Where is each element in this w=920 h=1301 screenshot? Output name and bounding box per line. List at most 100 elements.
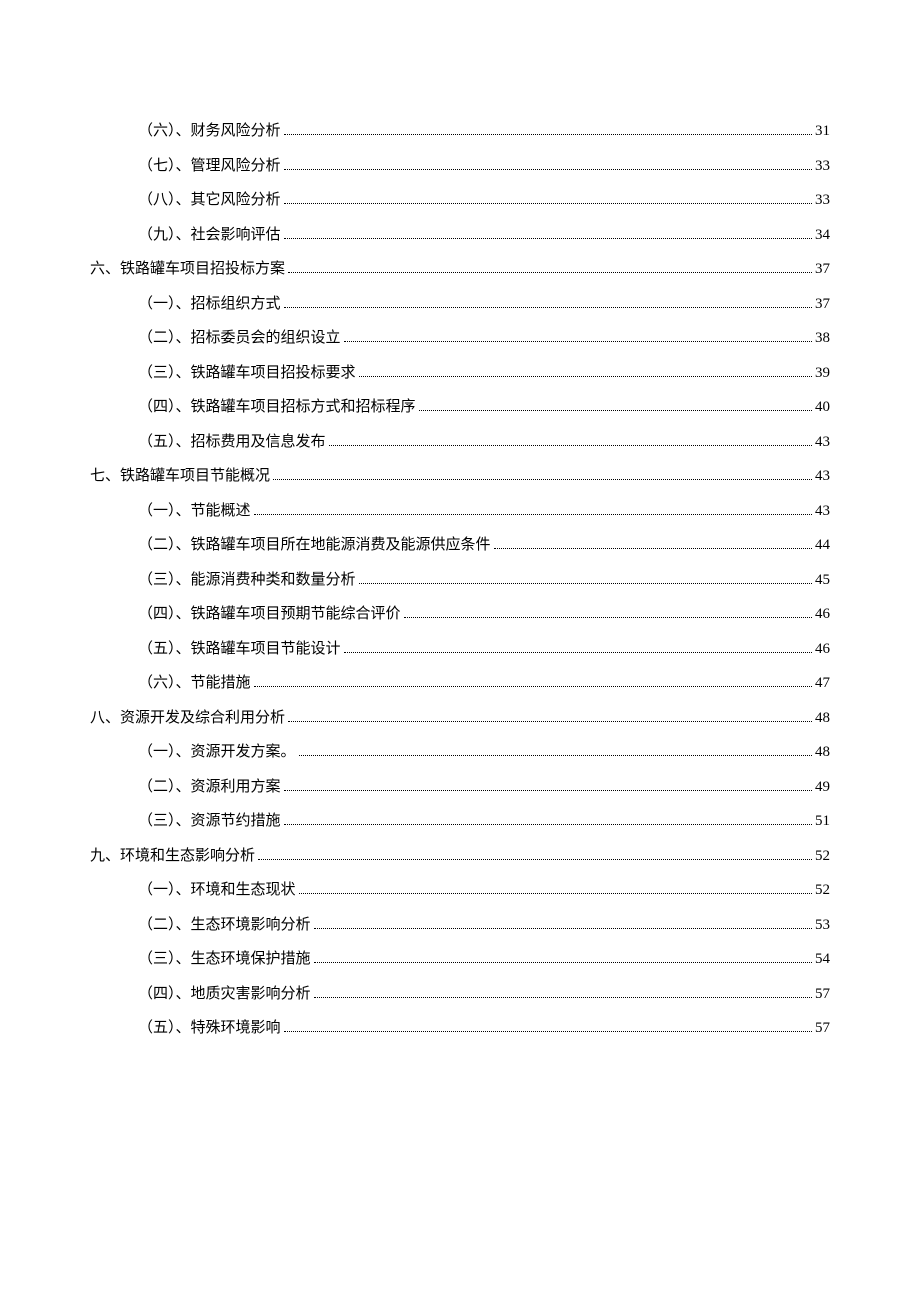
toc-entry-page: 46 [815,603,830,626]
toc-leader-dots [284,238,812,239]
toc-entry-page: 33 [815,189,830,212]
toc-entry: （七）、管理风险分析33 [138,155,830,178]
toc-leader-dots [344,652,812,653]
toc-leader-dots [288,721,812,722]
toc-entry-label: （五）、招标费用及信息发布 [138,431,326,454]
toc-entry: （四）、地质灾害影响分析 57 [138,983,830,1006]
toc-entry-label: （五）、特殊环境影响 [138,1017,281,1040]
toc-entry-page: 39 [815,362,830,385]
toc-entry: （六）、财务风险分析 31 [138,120,830,143]
toc-entry-page: 52 [815,845,830,868]
toc-entry-label: （八）、其它风险分析 [138,189,281,212]
toc-leader-dots [314,962,812,963]
toc-entry: （一）、环境和生态现状 52 [138,879,830,902]
toc-entry: （一）、节能概述 43 [138,500,830,523]
toc-entry: （一）、资源开发方案。 48 [138,741,830,764]
toc-entry: 九、环境和生态影响分析 52 [90,845,830,868]
toc-entry: （二）、生态环境影响分析 53 [138,914,830,937]
toc-leader-dots [299,893,812,894]
toc-entry: （八）、其它风险分析 33 [138,189,830,212]
toc-entry-page: 46 [815,638,830,661]
toc-leader-dots [314,997,812,998]
toc-leader-dots [404,617,812,618]
toc-entry-label: （九）、社会影响评估 [138,224,281,247]
toc-entry: （三）、资源节约措施51 [138,810,830,833]
toc-entry: （三）、能源消费种类和数量分析 45 [138,569,830,592]
toc-leader-dots [284,134,812,135]
toc-entry: （五）、特殊环境影响 57 [138,1017,830,1040]
toc-entry-page: 38 [815,327,830,350]
toc-entry-page: 37 [815,293,830,316]
toc-entry: （二）、铁路罐车项目所在地能源消费及能源供应条件 44 [138,534,830,557]
toc-entry: 八、资源开发及综合利用分析 48 [90,707,830,730]
toc-entry-label: （二）、招标委员会的组织设立 [138,327,341,350]
toc-entry-label: （四）、地质灾害影响分析 [138,983,311,1006]
toc-entry: （三）、生态环境保护措施 54 [138,948,830,971]
toc-leader-dots [284,790,812,791]
toc-entry: （一）、招标组织方式 37 [138,293,830,316]
toc-entry-label: （五）、铁路罐车项目节能设计 [138,638,341,661]
toc-entry-label: （四）、铁路罐车项目招标方式和招标程序 [138,396,416,419]
toc-entry-label: （三）、铁路罐车项目招投标要求 [138,362,356,385]
toc-entry-label: （一）、节能概述 [138,500,251,523]
toc-entry-page: 48 [815,707,830,730]
toc-entry-label: （四）、铁路罐车项目预期节能综合评价 [138,603,401,626]
toc-entry-page: 53 [815,914,830,937]
toc-entry-label: （三）、能源消费种类和数量分析 [138,569,356,592]
toc-entry: （五）、招标费用及信息发布 43 [138,431,830,454]
toc-entry: 七、铁路罐车项目节能概况43 [90,465,830,488]
toc-leader-dots [314,928,812,929]
toc-entry-page: 57 [815,983,830,1006]
toc-leader-dots [273,479,812,480]
toc-entry-page: 43 [815,431,830,454]
toc-entry: 六、铁路罐车项目招投标方案 37 [90,258,830,281]
toc-entry-label: （三）、生态环境保护措施 [138,948,311,971]
toc-leader-dots [288,272,812,273]
toc-leader-dots [329,445,812,446]
toc-leader-dots [284,169,812,170]
toc-entry-page: 57 [815,1017,830,1040]
toc-entry-label: 九、环境和生态影响分析 [90,845,255,868]
toc-entry-page: 33 [815,155,830,178]
toc-leader-dots [359,376,812,377]
toc-leader-dots [254,514,812,515]
toc-entry: （四）、铁路罐车项目预期节能综合评价 46 [138,603,830,626]
toc-entry: （四）、铁路罐车项目招标方式和招标程序 40 [138,396,830,419]
toc-entry: （二）、招标委员会的组织设立 38 [138,327,830,350]
toc-leader-dots [254,686,812,687]
toc-leader-dots [258,859,812,860]
toc-entry-page: 48 [815,741,830,764]
toc-entry-label: 八、资源开发及综合利用分析 [90,707,285,730]
toc-leader-dots [299,755,812,756]
toc-entry-page: 34 [815,224,830,247]
toc-entry-page: 31 [815,120,830,143]
toc-leader-dots [284,203,812,204]
toc-entry-label: （六）、财务风险分析 [138,120,281,143]
toc-entry-page: 54 [815,948,830,971]
toc-entry-page: 37 [815,258,830,281]
toc-leader-dots [494,548,812,549]
toc-entry-label: （二）、生态环境影响分析 [138,914,311,937]
toc-leader-dots [284,307,812,308]
table-of-contents: （六）、财务风险分析 31 （七）、管理风险分析33 （八）、其它风险分析 33 （九）、… [90,120,830,1040]
toc-entry-label: （一）、招标组织方式 [138,293,281,316]
toc-leader-dots [344,341,812,342]
toc-entry-label: （一）、环境和生态现状 [138,879,296,902]
toc-entry-label: （二）、铁路罐车项目所在地能源消费及能源供应条件 [138,534,491,557]
toc-entry-page: 47 [815,672,830,695]
toc-entry-label: （一）、资源开发方案。 [138,741,296,764]
toc-entry-page: 45 [815,569,830,592]
toc-entry: （九）、社会影响评估 34 [138,224,830,247]
toc-entry-label: （二）、资源利用方案 [138,776,281,799]
toc-entry: （六）、节能措施 47 [138,672,830,695]
toc-entry: （五）、铁路罐车项目节能设计 46 [138,638,830,661]
toc-entry-label: 六、铁路罐车项目招投标方案 [90,258,285,281]
toc-leader-dots [284,1031,812,1032]
toc-entry-page: 40 [815,396,830,419]
toc-entry-page: 43 [815,500,830,523]
toc-entry-page: 52 [815,879,830,902]
toc-leader-dots [419,410,812,411]
toc-entry-label: 七、铁路罐车项目节能概况 [90,465,270,488]
toc-entry-page: 44 [815,534,830,557]
toc-entry-label: （六）、节能措施 [138,672,251,695]
